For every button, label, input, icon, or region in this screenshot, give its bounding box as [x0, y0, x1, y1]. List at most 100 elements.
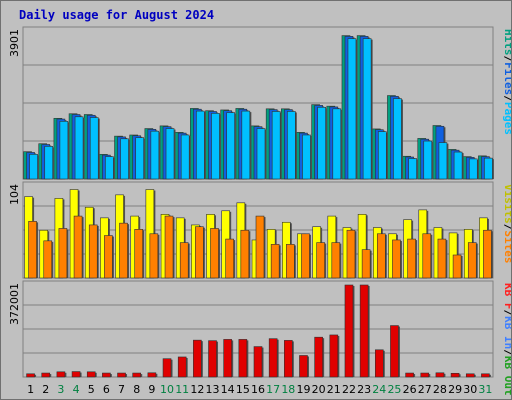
bar-pages-day-15 — [241, 110, 251, 180]
bar-pages-day-9 — [150, 130, 160, 180]
bar-sites-day-2 — [43, 240, 53, 279]
bar-pages-day-18 — [287, 111, 296, 180]
legend-entry: Sites — [502, 230, 511, 263]
x-tick-label: 14 — [221, 383, 235, 396]
legend-entry: / — [502, 349, 511, 356]
bar-pages-day-26 — [408, 158, 417, 180]
bar-pages-day-20 — [317, 106, 326, 180]
bar-sites-day-27 — [422, 233, 432, 279]
bar-sites-day-25 — [392, 239, 401, 279]
legend-entry: / — [502, 224, 511, 231]
bar-sites-day-8 — [134, 229, 144, 279]
x-tick-label: 22 — [342, 383, 356, 396]
bar-sites-day-28 — [437, 238, 447, 279]
x-tick-label: 15 — [236, 383, 250, 396]
legend-entry: Hits — [502, 29, 511, 56]
bar-pages-day-14 — [226, 112, 235, 180]
x-tick-label: 29 — [448, 383, 462, 396]
x-tick-label: 7 — [118, 383, 125, 396]
bar-kb-f-day-4 — [71, 371, 81, 378]
x-tick-label: 31 — [478, 383, 492, 396]
bar-sites-day-17 — [270, 244, 280, 279]
x-tick-label: 26 — [403, 383, 417, 396]
bar-sites-day-16 — [255, 215, 265, 279]
x-tick-label: 27 — [418, 383, 432, 396]
bar-sites-day-14 — [225, 238, 234, 279]
bar-pages-day-31 — [484, 157, 493, 180]
bar-kb-f-day-3 — [56, 371, 66, 378]
x-tick-label: 4 — [73, 383, 80, 396]
bar-pages-day-8 — [135, 137, 145, 180]
chart-title: Daily usage for August 2024 — [19, 8, 214, 22]
bar-kb-f-day-22 — [344, 284, 354, 378]
bar-sites-day-9 — [149, 233, 159, 279]
bar-kb-f-day-16 — [253, 346, 263, 378]
side-legend: KB F/KB In/KB Out — [502, 283, 511, 396]
bar-kb-f-day-21 — [329, 334, 339, 378]
bar-sites-day-30 — [467, 242, 477, 279]
bar-pages-day-17 — [271, 111, 281, 180]
x-tick-label: 30 — [463, 383, 477, 396]
bar-pages-day-25 — [393, 98, 402, 180]
x-tick-label: 18 — [281, 383, 295, 396]
legend-entry: / — [502, 310, 511, 317]
bar-sites-day-11 — [179, 242, 189, 279]
x-tick-label: 17 — [266, 383, 280, 396]
side-legend: Visits/Sites — [502, 184, 511, 264]
bar-kb-f-day-25 — [390, 325, 399, 378]
bar-pages-day-23 — [362, 38, 372, 180]
x-tick-label: 23 — [357, 383, 371, 396]
x-tick-label: 20 — [312, 383, 326, 396]
bar-kb-f-day-17 — [268, 338, 278, 378]
x-tick-label: 13 — [206, 383, 220, 396]
x-tick-label: 2 — [42, 383, 49, 396]
y-max-label: 104 — [8, 184, 21, 205]
x-tick-label: 10 — [160, 383, 174, 396]
legend-entry: KB Out — [502, 356, 511, 396]
bar-kb-f-day-11 — [177, 356, 187, 378]
bar-kb-f-day-28 — [435, 372, 445, 378]
bar-kb-f-day-9 — [147, 372, 157, 378]
bar-sites-day-7 — [119, 222, 128, 279]
bar-kb-f-day-2 — [41, 372, 51, 378]
bar-sites-day-15 — [240, 229, 250, 279]
bar-pages-day-13 — [211, 113, 220, 180]
bar-kb-f-day-15 — [238, 339, 248, 378]
series-pages — [29, 38, 494, 180]
bar-kb-f-day-23 — [359, 284, 369, 378]
x-tick-label: 6 — [103, 383, 110, 396]
bar-pages-day-27 — [423, 140, 433, 180]
x-tick-label: 19 — [296, 383, 310, 396]
bar-sites-day-12 — [195, 226, 204, 279]
bar-sites-day-23 — [361, 249, 371, 279]
bar-sites-day-13 — [210, 228, 219, 279]
bar-kb-f-day-7 — [117, 372, 126, 378]
bar-pages-day-4 — [74, 116, 84, 180]
x-tick-label: 16 — [251, 383, 265, 396]
bar-kb-f-day-30 — [465, 373, 475, 378]
bar-kb-f-day-24 — [374, 349, 384, 378]
legend-entry: / — [502, 95, 511, 102]
bar-kb-f-day-29 — [450, 372, 460, 378]
x-axis-labels: 1 2 3 4 5 6 7 8 9 10 11 12 13 14 15 16 17 18 19 20 21 22 23 24 2… — [27, 383, 492, 396]
bar-pages-day-22 — [347, 38, 357, 180]
bar-pages-day-19 — [302, 134, 311, 180]
y-max-label: 372001 — [8, 283, 21, 325]
bar-kb-f-day-12 — [193, 339, 202, 378]
legend-entry: KB In — [502, 316, 511, 349]
x-tick-label: 8 — [133, 383, 140, 396]
x-tick-label: 12 — [190, 383, 204, 396]
legend-entry: KB F — [502, 283, 511, 310]
bar-kb-f-day-31 — [481, 373, 490, 378]
bar-kb-f-day-27 — [420, 372, 430, 378]
x-tick-label: 11 — [175, 383, 189, 396]
bar-sites-day-19 — [301, 233, 310, 279]
bar-pages-day-16 — [256, 128, 266, 180]
bar-pages-day-5 — [89, 117, 99, 180]
bar-pages-day-28 — [438, 142, 448, 180]
bar-pages-day-30 — [468, 158, 478, 180]
bar-pages-day-1 — [29, 154, 38, 180]
bar-pages-day-29 — [453, 151, 463, 180]
